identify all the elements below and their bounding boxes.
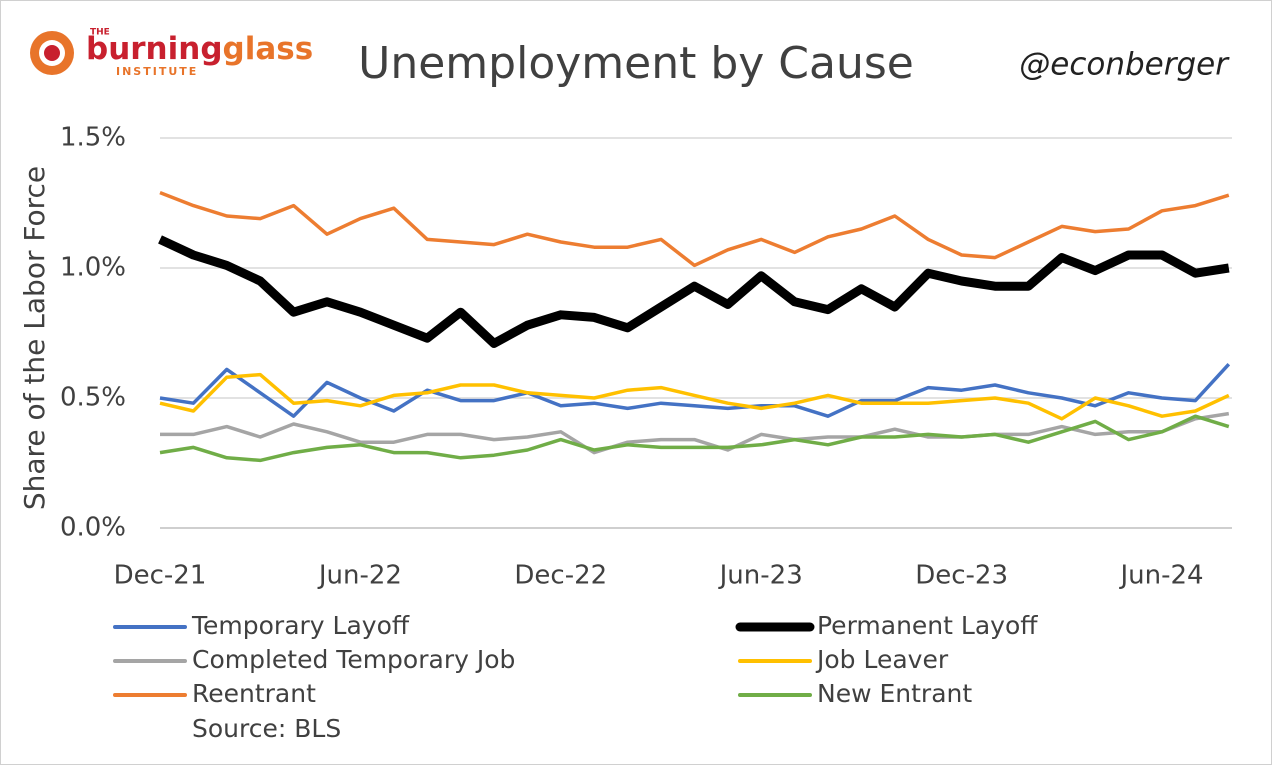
logo-text: THE (90, 28, 110, 38)
y-tick-label: 1.0% (60, 253, 126, 283)
series-line (158, 235, 1230, 348)
legend-label: New Entrant (817, 679, 972, 708)
x-tick-label: Dec-22 (514, 561, 607, 591)
x-tick-label: Dec-21 (114, 561, 207, 591)
y-tick-label: 0.0% (60, 513, 126, 543)
source: Source: BLS (192, 714, 341, 743)
series-line (159, 372, 1230, 421)
y-tick-label: 1.5% (60, 123, 126, 153)
x-tick-label: Jun-23 (718, 561, 803, 591)
logo-word: glass (223, 31, 314, 67)
legend-label: Temporary Layoff (191, 611, 410, 640)
logo-icon (30, 31, 74, 75)
series-line (159, 414, 1230, 463)
logo-word: burning (86, 31, 223, 67)
legend-label: Job Leaver (815, 645, 949, 674)
series-line (159, 190, 1230, 268)
legend-label: Permanent Layoff (817, 611, 1038, 640)
x-tick-label: Jun-24 (1118, 561, 1203, 591)
handle: @econberger (1019, 47, 1230, 83)
y-axis-label: Share of the Labor Force (18, 166, 51, 510)
series-line (160, 411, 1230, 455)
y-tick-label: 0.5% (60, 383, 126, 413)
legend-label: Completed Temporary Job (192, 645, 515, 674)
series-line (159, 363, 1231, 418)
legend-label: Reentrant (192, 679, 316, 708)
logo-text: INSTITUTE (116, 65, 198, 78)
logo-text: burningglass (86, 31, 313, 67)
x-tick-label: Dec-23 (915, 561, 1008, 591)
chart-title: Unemployment by Cause (358, 38, 914, 89)
x-tick-label: Jun-22 (317, 561, 402, 591)
